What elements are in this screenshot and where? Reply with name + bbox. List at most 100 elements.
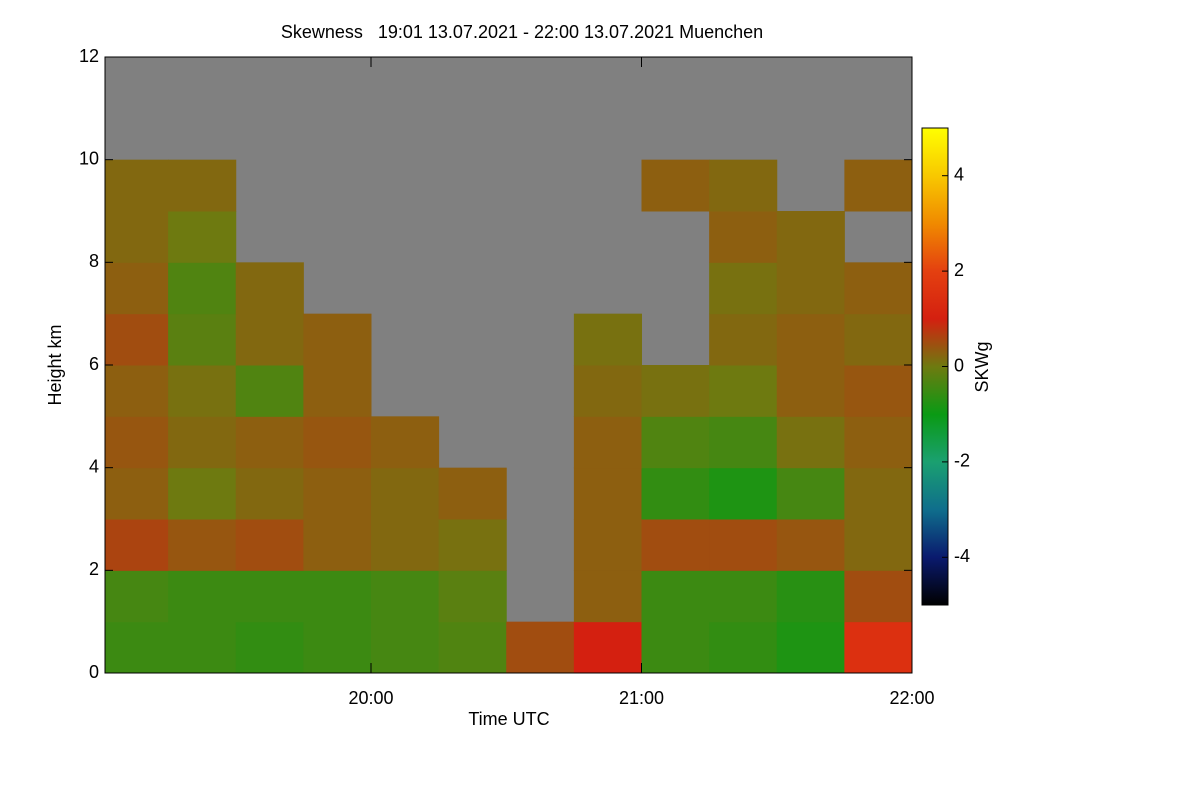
heatmap-cell xyxy=(303,570,372,623)
heatmap-cell xyxy=(844,621,913,674)
heatmap-cell xyxy=(709,365,778,417)
y-tick-label: 2 xyxy=(89,559,99,579)
heatmap-cell xyxy=(303,467,372,520)
heatmap-cell xyxy=(168,211,237,263)
heatmap-cell xyxy=(168,313,237,366)
heatmap-cell xyxy=(573,519,642,571)
heatmap-cell xyxy=(168,570,237,623)
heatmap-cell xyxy=(776,262,845,315)
heatmap-cell xyxy=(235,416,304,469)
y-tick-label: 12 xyxy=(79,46,99,66)
heatmap-cell xyxy=(844,570,913,623)
heatmap-cell xyxy=(844,467,913,520)
heatmap-cell xyxy=(573,621,642,674)
heatmap-cell xyxy=(370,416,440,469)
colorbar-label: SKWg xyxy=(972,341,992,392)
heatmap-cell xyxy=(844,416,913,469)
y-tick-label: 0 xyxy=(89,662,99,682)
heatmap-cell xyxy=(105,159,169,212)
heatmap-cell xyxy=(641,519,710,571)
heatmap-cell xyxy=(776,519,845,571)
heatmap-cell xyxy=(709,313,778,366)
heatmap-cell xyxy=(641,159,710,212)
colorbar-tick-label: -2 xyxy=(954,451,970,471)
x-tick-label: 22:00 xyxy=(889,688,934,708)
heatmap-cell xyxy=(776,365,845,417)
heatmap-cell xyxy=(105,416,169,469)
y-axis-label: Height km xyxy=(45,324,65,405)
heatmap-cell xyxy=(168,416,237,469)
colorbar-tick-label: -4 xyxy=(954,546,970,566)
heatmap-cell xyxy=(709,519,778,571)
heatmap-cell xyxy=(844,262,913,315)
heatmap-cell xyxy=(370,519,440,571)
heatmap-cell xyxy=(370,467,440,520)
heatmap-cell xyxy=(438,467,507,520)
heatmap-cell xyxy=(844,519,913,571)
heatmap-cell xyxy=(168,519,237,571)
heatmap-cell xyxy=(105,570,169,623)
heatmap-cell xyxy=(776,621,845,674)
heatmap-cell xyxy=(776,467,845,520)
heatmap-cell xyxy=(709,621,778,674)
heatmap-cell xyxy=(105,621,169,674)
heatmap-cell xyxy=(709,211,778,263)
y-tick-label: 8 xyxy=(89,251,99,271)
heatmap-cell xyxy=(235,365,304,417)
heatmap-cell xyxy=(573,467,642,520)
heatmap-cell xyxy=(709,570,778,623)
heatmap-cell xyxy=(641,467,710,520)
heatmap-cell xyxy=(105,467,169,520)
heatmap-cell xyxy=(235,621,304,674)
heatmap-cell xyxy=(303,519,372,571)
heatmap-cell xyxy=(641,621,710,674)
heatmap-cell xyxy=(438,570,507,623)
heatmap-cell xyxy=(370,621,440,674)
chart-title: Skewness 19:01 13.07.2021 - 22:00 13.07.… xyxy=(281,22,763,42)
heatmap-cell xyxy=(168,621,237,674)
colorbar-tick-label: 4 xyxy=(954,164,964,184)
heatmap-cell xyxy=(776,416,845,469)
heatmap-cell xyxy=(105,262,169,315)
heatmap-cell xyxy=(506,621,575,674)
x-tick-label: 20:00 xyxy=(348,688,393,708)
heatmap-cell xyxy=(844,159,913,212)
x-axis-label: Time UTC xyxy=(468,709,549,729)
heatmap-cell xyxy=(573,570,642,623)
heatmap-cell xyxy=(776,570,845,623)
x-tick-label: 21:00 xyxy=(619,688,664,708)
heatmap-cell xyxy=(235,467,304,520)
heatmap-cell xyxy=(438,621,507,674)
heatmap-cell xyxy=(168,159,237,212)
heatmap-cell xyxy=(641,416,710,469)
heatmap-cell xyxy=(303,365,372,417)
heatmap-cell xyxy=(438,519,507,571)
heatmap-cell xyxy=(235,519,304,571)
heatmap-cell xyxy=(168,467,237,520)
y-tick-label: 4 xyxy=(89,456,99,476)
heatmap-cell xyxy=(168,365,237,417)
heatmap-cell xyxy=(844,313,913,366)
heatmap-cell xyxy=(573,313,642,366)
heatmap-cell xyxy=(709,159,778,212)
colorbar-tick-label: 0 xyxy=(954,355,964,375)
heatmap-cell xyxy=(776,313,845,366)
heatmap-cell xyxy=(235,262,304,315)
heatmap-cell xyxy=(303,416,372,469)
colorbar-tick-label: 2 xyxy=(954,260,964,280)
heatmap-cell xyxy=(641,365,710,417)
heatmap-cell xyxy=(573,416,642,469)
heatmap-cell xyxy=(573,365,642,417)
heatmap-cell xyxy=(844,365,913,417)
y-tick-label: 10 xyxy=(79,148,99,168)
heatmap-cell xyxy=(776,211,845,263)
heatmap-cell xyxy=(370,570,440,623)
heatmap-cell xyxy=(303,621,372,674)
heatmap-cell xyxy=(303,313,372,366)
heatmap-cell xyxy=(709,467,778,520)
heatmap-cell xyxy=(235,570,304,623)
heatmap-cell xyxy=(105,519,169,571)
y-tick-label: 6 xyxy=(89,354,99,374)
heatmap-cell xyxy=(641,570,710,623)
